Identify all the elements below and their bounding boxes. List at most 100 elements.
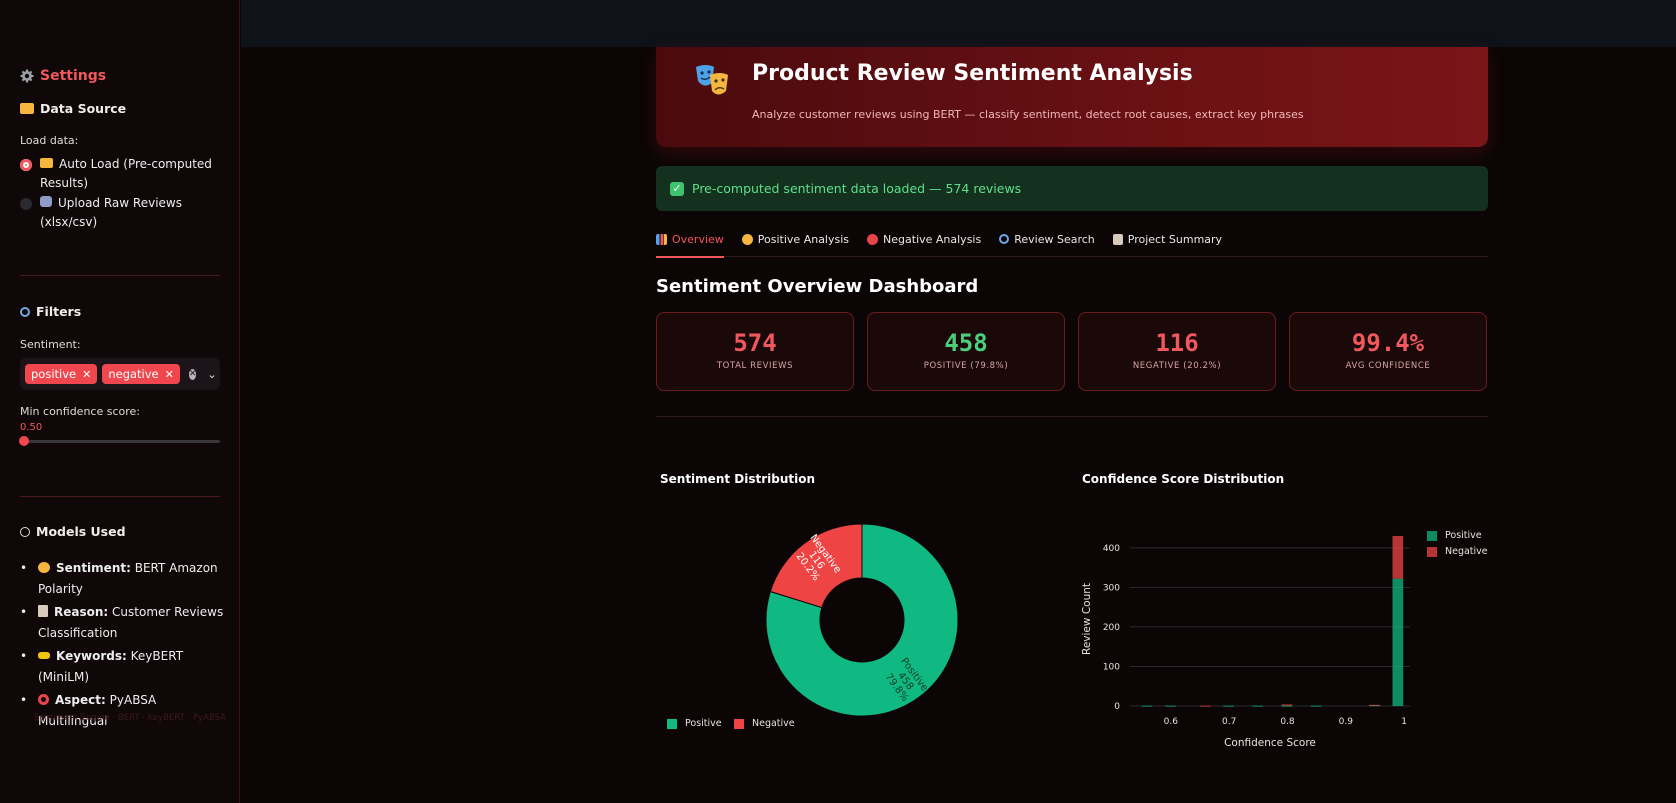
sidebar-divider bbox=[20, 275, 220, 276]
radio-upload-raw[interactable]: Upload Raw Reviews (xlsx/csv) bbox=[20, 194, 220, 232]
x-axis-label: Confidence Score bbox=[1224, 737, 1316, 749]
x-tick-label: 0.6 bbox=[1164, 717, 1179, 727]
legend-swatch bbox=[734, 718, 744, 729]
donut-slice-negative[interactable] bbox=[769, 523, 863, 609]
load-data-label: Load data: bbox=[20, 134, 79, 147]
sidebar-divider bbox=[20, 496, 220, 497]
histogram-bar-positive[interactable] bbox=[1165, 705, 1176, 707]
confidence-slider-track[interactable] bbox=[20, 440, 220, 443]
histogram-bar-positive[interactable] bbox=[1252, 705, 1264, 707]
confidence-histogram[interactable]: 0 100 200 300 400 0.6 0.7 0.8 0.9 1 Confidence Sco… bbox=[1075, 520, 1495, 760]
list-item: Aspect: PyABSA Multilingual bbox=[20, 690, 225, 732]
robot-face-icon bbox=[20, 526, 30, 537]
success-alert: ✓ Pre-computed sentiment data loaded — 5… bbox=[656, 166, 1488, 211]
dashboard-title: Sentiment Overview Dashboard bbox=[656, 276, 979, 297]
metric-label: NEGATIVE (20.2%) bbox=[1132, 361, 1222, 371]
histogram-bar-positive[interactable] bbox=[1310, 705, 1322, 707]
sentiment-label: Sentiment: bbox=[20, 338, 81, 351]
radio-auto-load[interactable]: Auto Load (Pre-computed Results) bbox=[20, 155, 220, 193]
folder-icon bbox=[20, 103, 34, 114]
metric-card-positive: 458 POSITIVE (79.8%) bbox=[867, 312, 1065, 391]
clear-all-icon[interactable]: ✕ bbox=[188, 368, 197, 380]
y-tick-label: 300 bbox=[1103, 583, 1120, 593]
masks-icon bbox=[38, 562, 50, 573]
donut-slice-positive[interactable] bbox=[765, 523, 959, 717]
donut-legend-positive[interactable]: Positive bbox=[667, 718, 722, 729]
gear-icon bbox=[20, 69, 34, 83]
radio-selected-icon[interactable] bbox=[20, 159, 32, 171]
alert-text: Pre-computed sentiment data loaded — 574… bbox=[692, 181, 1022, 196]
hero-banner: Product Review Sentiment Analysis Analyz… bbox=[656, 47, 1488, 147]
tab-bar: Overview Positive Analysis Negative Anal… bbox=[656, 228, 1488, 258]
list-item: Keywords: KeyBERT (MiniLM) bbox=[20, 646, 225, 688]
tab-positive-analysis[interactable]: Positive Analysis bbox=[741, 228, 849, 257]
folder-icon bbox=[40, 158, 53, 168]
metric-card-negative: 116 NEGATIVE (20.2%) bbox=[1078, 312, 1276, 391]
donut-legend-negative[interactable]: Negative bbox=[734, 718, 795, 729]
legend-swatch bbox=[1427, 546, 1437, 557]
histogram-bar-negative[interactable] bbox=[1392, 535, 1404, 579]
metric-value: 458 bbox=[944, 329, 988, 357]
page-title: Product Review Sentiment Analysis bbox=[752, 61, 1193, 86]
page-subtitle: Analyze customer reviews using BERT — cl… bbox=[752, 108, 1304, 121]
tab-review-search[interactable]: Review Search bbox=[999, 228, 1095, 257]
settings-title: Settings bbox=[40, 68, 107, 84]
histogram-bar-positive[interactable] bbox=[1281, 705, 1293, 707]
check-icon: ✓ bbox=[670, 181, 684, 196]
y-tick-label: 100 bbox=[1103, 662, 1120, 672]
chevron-down-icon[interactable]: ⌄ bbox=[207, 367, 217, 381]
chip-negative[interactable]: negative ✕ bbox=[102, 364, 180, 384]
metric-label: AVG CONFIDENCE bbox=[1345, 361, 1431, 371]
x-tick-label: 0.9 bbox=[1339, 717, 1354, 727]
x-tick-label: 0.8 bbox=[1280, 717, 1295, 727]
metric-value: 99.4% bbox=[1351, 329, 1425, 357]
min-confidence-label: Min confidence score: bbox=[20, 405, 140, 418]
remove-chip-icon[interactable]: ✕ bbox=[82, 367, 92, 381]
sidebar-footer: Sentiment Engine · BERT · KeyBERT · PyAB… bbox=[34, 713, 226, 723]
list-item: Reason: Customer Reviews Classification bbox=[20, 602, 225, 644]
y-tick-label: 0 bbox=[1114, 702, 1120, 712]
histogram-bar-positive[interactable] bbox=[1392, 578, 1404, 706]
x-tick-label: 1 bbox=[1401, 717, 1407, 727]
section-divider bbox=[656, 416, 1488, 417]
chip-positive[interactable]: positive ✕ bbox=[25, 364, 98, 384]
histogram-title: Confidence Score Distribution bbox=[1082, 472, 1285, 486]
settings-heading: Settings bbox=[20, 68, 106, 84]
data-source-heading: Data Source bbox=[20, 101, 126, 116]
metric-card-total: 574 TOTAL REVIEWS bbox=[656, 312, 854, 391]
histogram-bar-negative[interactable] bbox=[1281, 704, 1293, 706]
bar-chart-icon bbox=[656, 234, 667, 245]
metric-label: POSITIVE (79.8%) bbox=[923, 361, 1009, 371]
search-icon bbox=[20, 306, 30, 317]
smile-icon bbox=[741, 234, 753, 245]
metric-label: TOTAL REVIEWS bbox=[716, 361, 794, 371]
histogram-bar-negative[interactable] bbox=[1200, 705, 1211, 707]
clipboard-icon bbox=[38, 605, 48, 617]
metric-value: 116 bbox=[1155, 329, 1199, 357]
remove-chip-icon[interactable]: ✕ bbox=[164, 367, 174, 381]
tab-overview[interactable]: Overview bbox=[656, 228, 724, 258]
tab-project-summary[interactable]: Project Summary bbox=[1112, 228, 1222, 257]
models-list: Sentiment: BERT Amazon Polarity Reason: … bbox=[20, 558, 225, 734]
y-tick-label: 200 bbox=[1103, 623, 1120, 633]
hist-legend-negative[interactable]: Negative bbox=[1427, 546, 1488, 557]
target-icon bbox=[38, 694, 49, 705]
histogram-bar-positive[interactable] bbox=[1141, 705, 1153, 707]
tab-negative-analysis[interactable]: Negative Analysis bbox=[867, 228, 981, 257]
filters-heading: Filters bbox=[20, 304, 81, 319]
search-icon bbox=[999, 234, 1010, 244]
metric-card-confidence: 99.4% AVG CONFIDENCE bbox=[1289, 312, 1487, 391]
list-item: Sentiment: BERT Amazon Polarity bbox=[20, 558, 225, 600]
top-header-bar bbox=[241, 0, 1676, 47]
legend-swatch bbox=[1427, 530, 1437, 541]
histogram-bar-negative[interactable] bbox=[1369, 704, 1380, 706]
hist-legend-positive[interactable]: Positive bbox=[1427, 530, 1482, 541]
models-heading: Models Used bbox=[20, 524, 126, 539]
sentiment-multiselect[interactable]: positive ✕ negative ✕ ✕ ⌄ bbox=[20, 358, 220, 390]
y-axis-label: Review Count bbox=[1081, 583, 1093, 655]
histogram-bar-positive[interactable] bbox=[1223, 705, 1234, 707]
confidence-slider-thumb[interactable] bbox=[19, 436, 29, 446]
radio-unselected-icon[interactable] bbox=[20, 198, 32, 210]
